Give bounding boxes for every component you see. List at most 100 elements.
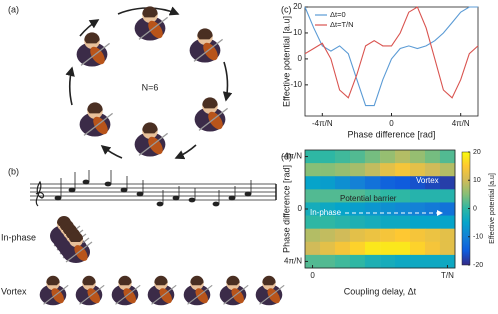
heat-cell [395,150,411,164]
y-axis-label: Effective potential [a.u] [281,16,291,107]
heat-cell [305,228,321,243]
heat-cell [424,215,441,230]
heat-cell [335,254,351,269]
heat-cell [335,176,351,190]
heat-cell [439,228,456,243]
heat-cell [380,150,396,164]
heat-cell [380,163,396,177]
heat-cell [335,215,351,230]
heat-cell [320,150,336,164]
vortex-row [39,275,285,307]
panel-label: (c) [281,4,292,14]
violinist [188,27,224,64]
annotation: In-phase [310,208,342,217]
heat-cell [395,176,411,190]
heat-cell [439,254,456,269]
heat-cell [410,176,426,190]
y-axis-label: Phase difference [rad] [281,165,291,253]
colorbar-label: Effective potential [a.u] [489,173,496,244]
heat-cell [320,163,336,177]
heat-cell [380,202,396,216]
heat-cell [364,254,381,269]
annotations: Vortex Potential barrier In-phase [310,176,443,217]
heat-cell [424,202,441,216]
heat-cell [349,163,366,177]
heat-cell [305,189,321,203]
heat-cell [364,215,381,230]
heat-cell [424,163,441,177]
heat-cell [439,202,456,216]
x-tick-label: -4π/N [312,119,333,128]
vortex-label: Vortex [1,286,27,296]
heat-cell [364,176,381,190]
heat-cell [320,202,336,216]
heat-cell [439,241,456,256]
heat-cell [349,254,366,269]
heat-cell [320,189,336,203]
heat-cell [424,254,441,269]
heat-cell [410,163,426,177]
colorbar-tick-label: 10 [473,177,481,184]
arrow [65,66,75,106]
heat-cell [320,241,336,256]
heat-cell [320,228,336,243]
heat-cell [380,241,396,256]
heat-cell [349,228,366,243]
annotation: Potential barrier [340,194,397,203]
colorbar-tick-label: -20 [473,262,483,269]
heat-cell [395,189,411,203]
heat-cell [439,215,456,230]
violinist [78,101,114,138]
series-line [304,6,479,99]
heat-cell [439,189,456,203]
heat-cell [305,176,321,190]
heat-cell [335,228,351,243]
inphase-label: In-phase [1,232,36,242]
heat-cell [424,228,441,243]
heat-cell [410,254,426,269]
x-tick-label: T/N [441,271,454,280]
heat-cell [410,189,426,203]
heat-cell [410,150,426,164]
heat-cell [335,163,351,177]
colorbar-tick-label: 20 [473,149,481,156]
y-tick-label: 20 [293,2,302,11]
violinist [133,5,169,42]
heat-cell [380,176,396,190]
legend-label: Δt=0 [330,10,346,19]
heat-cell [380,228,396,243]
inphase-stack [49,215,93,264]
heat-cell [349,215,366,230]
heat-cell [335,189,351,203]
heat-cell [410,215,426,230]
staff [30,180,277,207]
heat-cell [410,202,426,216]
x-axis-label: Phase difference [rad] [348,129,436,139]
y-tick-label: 0 [298,54,303,63]
heat-cell [395,215,411,230]
heat-cell [305,202,321,216]
series-line [304,6,478,107]
heat-cell [424,176,441,190]
y-tick-label: 10 [293,28,302,37]
ring-label: N=6 [142,82,159,92]
heat-cell [364,150,381,164]
heat-cell [439,150,456,164]
y-tick-label: 0 [298,204,303,213]
heat-cell [349,150,366,164]
heat-cell [349,189,366,203]
arrow [222,61,233,102]
heat-cell [395,202,411,216]
notes [54,170,252,207]
heat-cell [305,215,321,230]
heat-cell [320,176,336,190]
heat-cell [380,215,396,230]
heat-cell [335,241,351,256]
violinist [133,121,169,158]
x-tick-label: 0 [389,119,394,128]
heat-cell [305,254,321,269]
heat-cell [380,189,396,203]
heat-cell [424,241,441,256]
heat-cell [410,228,426,243]
